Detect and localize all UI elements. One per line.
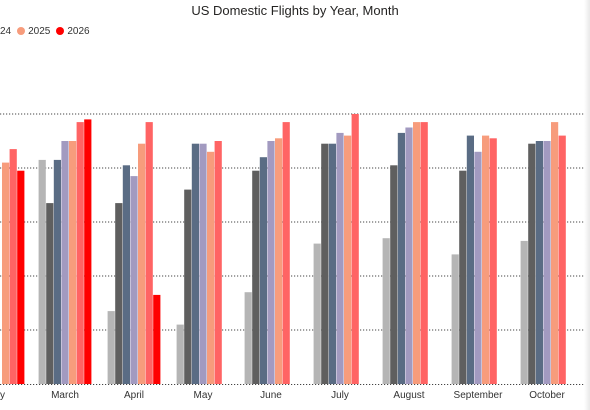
bar-october-series-4[interactable] <box>551 122 559 384</box>
bar-october-series-5[interactable] <box>558 135 566 384</box>
bar-march-series-2[interactable] <box>53 159 61 384</box>
x-tick-label: March <box>51 390 79 401</box>
bar-march-series-6[interactable] <box>84 119 92 385</box>
x-tick-label: October <box>529 390 565 401</box>
legend: 24 2025 2026 <box>0 24 96 38</box>
bar-april-series-2[interactable] <box>122 165 130 384</box>
bar-april-series-5[interactable] <box>145 122 153 384</box>
bar-may-series-5[interactable] <box>214 141 222 384</box>
chart-title: US Domestic Flights by Year, Month <box>191 3 399 18</box>
bar-august-series-0[interactable] <box>382 238 390 384</box>
bar-ary-series-4[interactable] <box>2 162 10 384</box>
bar-april-series-4[interactable] <box>138 143 146 384</box>
bar-october-series-1[interactable] <box>528 143 536 384</box>
bar-august-series-4[interactable] <box>413 122 421 384</box>
legend-item[interactable]: 2026 <box>56 25 90 37</box>
bar-april-series-1[interactable] <box>115 203 123 384</box>
bar-ary-series-5[interactable] <box>9 149 17 384</box>
x-tick-label: August <box>393 390 424 401</box>
bar-april-series-6[interactable] <box>153 294 161 384</box>
bar-march-series-3[interactable] <box>61 141 69 384</box>
bar-august-series-5[interactable] <box>420 122 428 384</box>
legend-label: 24 <box>0 25 12 37</box>
bar-october-series-0[interactable] <box>520 240 528 384</box>
bar-june-series-2[interactable] <box>259 157 267 384</box>
legend-item[interactable]: 24 <box>0 26 11 37</box>
legend-marker-icon <box>17 27 26 35</box>
bar-july-series-3[interactable] <box>336 132 344 384</box>
bar-july-series-4[interactable] <box>344 135 352 384</box>
legend-label: 2026 <box>67 25 90 37</box>
bar-august-series-2[interactable] <box>397 132 405 384</box>
bar-may-series-2[interactable] <box>191 143 199 384</box>
bar-june-series-3[interactable] <box>267 141 275 384</box>
bar-april-series-3[interactable] <box>130 176 138 384</box>
bar-july-series-1[interactable] <box>321 143 329 384</box>
bar-june-series-5[interactable] <box>282 122 290 384</box>
bar-august-series-1[interactable] <box>390 165 398 384</box>
bar-may-series-1[interactable] <box>184 189 192 384</box>
legend-label: 2025 <box>28 25 51 37</box>
bar-september-series-2[interactable] <box>466 135 474 384</box>
bar-may-series-3[interactable] <box>199 143 207 384</box>
bar-july-series-5[interactable] <box>351 114 359 384</box>
bar-march-series-4[interactable] <box>69 141 77 384</box>
bar-september-series-1[interactable] <box>459 170 467 384</box>
bar-april-series-0[interactable] <box>107 311 115 384</box>
bar-october-series-3[interactable] <box>543 141 551 384</box>
legend-marker-icon <box>56 27 65 35</box>
bar-september-series-5[interactable] <box>489 138 497 384</box>
scroll-edge <box>584 0 590 410</box>
bar-may-series-4[interactable] <box>207 151 215 384</box>
bar-ary-series-6[interactable] <box>17 170 25 384</box>
bar-may-series-0[interactable] <box>176 324 184 384</box>
bar-june-series-4[interactable] <box>275 138 283 384</box>
bar-march-series-0[interactable] <box>38 159 46 384</box>
x-tick-label: September <box>454 390 504 401</box>
x-tick-label: July <box>331 390 349 401</box>
bar-june-series-1[interactable] <box>252 170 260 384</box>
x-tick-label: April <box>124 390 144 401</box>
bar-june-series-0[interactable] <box>244 292 252 384</box>
bar-july-series-0[interactable] <box>313 243 321 384</box>
x-tick-label: May <box>194 390 213 401</box>
bar-september-series-4[interactable] <box>482 135 490 384</box>
bar-march-series-5[interactable] <box>76 122 84 384</box>
bar-october-series-2[interactable] <box>535 141 543 384</box>
legend-item[interactable]: 2025 <box>17 26 50 37</box>
bar-september-series-3[interactable] <box>474 151 482 384</box>
bar-july-series-2[interactable] <box>328 143 336 384</box>
x-tick-label: ary <box>0 390 5 401</box>
x-tick-label: June <box>260 390 282 401</box>
bar-march-series-1[interactable] <box>46 203 54 384</box>
bar-september-series-0[interactable] <box>451 254 459 384</box>
bar-august-series-3[interactable] <box>405 127 413 385</box>
